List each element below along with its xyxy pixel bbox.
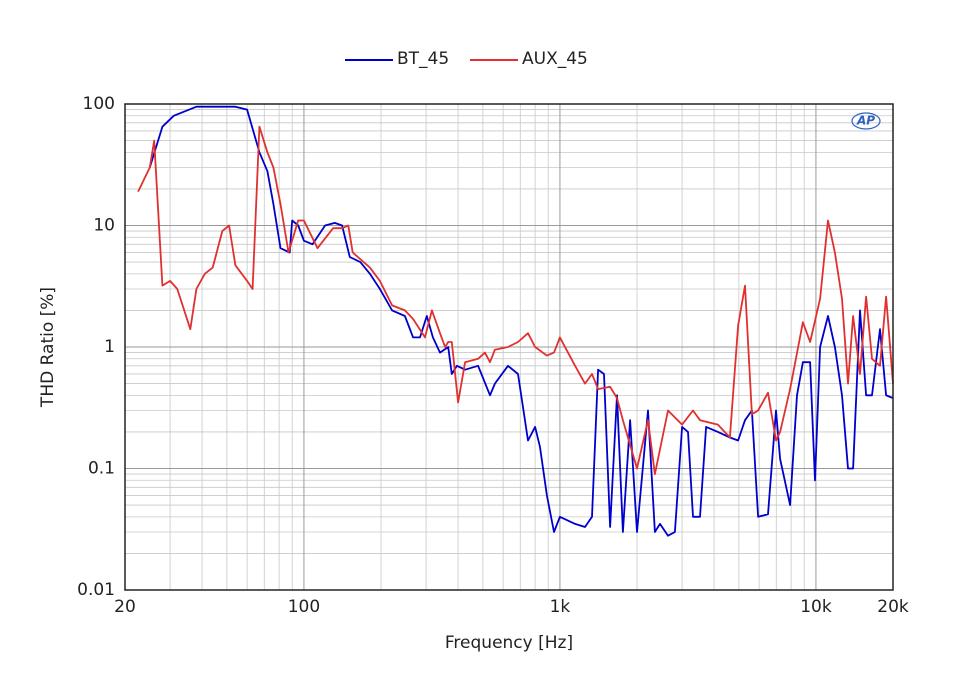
ap-badge: AP: [856, 114, 875, 128]
y-tick-label: 100: [83, 94, 115, 114]
y-tick-label: 0.1: [88, 459, 115, 479]
x-axis-title: Frequency [Hz]: [445, 633, 573, 653]
plot-frame: [124, 103, 894, 591]
y-tick-label: 1: [104, 337, 115, 357]
x-tick-label: 1k: [550, 597, 571, 617]
ap-badge-ring: [851, 112, 881, 130]
y-tick-label: 10: [93, 216, 115, 236]
legend-label: AUX_45: [522, 49, 588, 69]
y-axis-title: THD Ratio [%]: [38, 287, 58, 408]
x-tick-label: 10k: [800, 597, 832, 617]
legend-label: BT_45: [397, 49, 449, 69]
x-tick-label: 20: [114, 597, 136, 617]
y-tick-label: 0.01: [77, 580, 115, 600]
x-tick-label: 20k: [877, 597, 909, 617]
series-line: [148, 105, 894, 537]
legend: BT_45 AUX_45: [345, 49, 588, 69]
x-tick-label: 100: [288, 597, 320, 617]
plot-lines: [137, 105, 894, 537]
series-line: [137, 125, 894, 475]
